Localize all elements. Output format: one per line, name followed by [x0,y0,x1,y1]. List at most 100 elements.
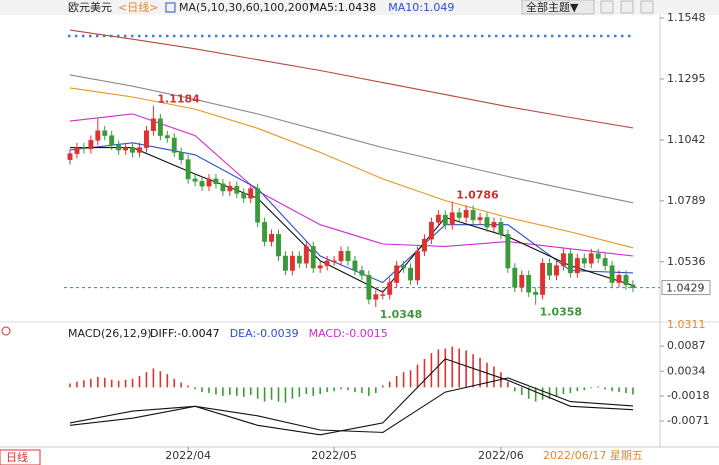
candle-body [269,234,275,242]
low-annotation: 1.0348 [380,308,422,321]
candle-body [373,294,379,300]
cursor-date: 2022/06/17 星期五 [543,449,643,462]
candle-body [567,253,573,274]
candle-body [137,147,142,153]
candle-body [199,181,205,187]
candle-body [248,188,254,199]
candle-body [88,140,94,150]
tool-button[interactable] [640,0,654,14]
candle-body [255,188,261,223]
y-tick-label: 1.0536 [667,255,706,268]
candle-body [185,159,191,180]
ma-legend: MA10:1.049 [388,1,454,14]
y-tick-label: 1.1548 [667,11,706,24]
candle-body [484,217,490,228]
period-label[interactable]: <日线> [118,0,158,14]
candle-body [581,258,587,264]
y-tick-label: 1.1295 [667,72,706,85]
candle-body [123,147,129,151]
candle-body [130,147,136,153]
high-annotation: 1.0786 [456,189,499,202]
high-annotation: 1.1184 [157,93,200,106]
y-tick-label: 1.1042 [667,133,706,146]
macd-line [69,358,634,436]
candle-body [276,234,281,257]
y-tick-label: 0.0087 [667,339,706,352]
candle-body [526,275,532,293]
ma-line [70,147,634,293]
ma-line [69,113,634,257]
candle-body [192,178,198,182]
candle-body [234,185,240,194]
period-tab[interactable] [0,449,41,465]
candle-body [533,291,539,295]
theme-button[interactable] [521,0,595,15]
indicator-icon[interactable] [165,2,176,13]
x-tick-label: 2022/06 [478,449,524,462]
candle-body [331,260,337,263]
chart-title: 欧元美元 [68,1,112,14]
candle-body [463,209,469,218]
candle-body [540,262,546,295]
candle-body [595,253,601,259]
candle-body [574,258,580,274]
candle-body [352,260,358,271]
tool-button[interactable] [620,0,634,14]
candle-body [477,217,483,221]
panel-icon[interactable] [1,326,11,336]
candle-body [157,118,163,136]
macd-legend: DEA:-0.0039 [230,327,299,340]
y-tick-label: -0.0071 [667,414,709,427]
candle-body [74,147,80,154]
candle-body [262,222,268,242]
y-tick-label: -0.0018 [667,389,709,402]
ma-line [69,142,634,284]
x-tick-label: 2022/04 [165,449,211,462]
candle-body [171,137,177,153]
candle-body [415,250,420,281]
candle-body [289,255,295,271]
candle-body [470,209,476,221]
candle-body [227,185,233,192]
ma-line [69,74,634,204]
candle-body [623,275,629,286]
y-min-label: 1.0311 [667,318,706,331]
candle-body [345,250,351,262]
candle-body [310,246,316,269]
candle-body [324,260,330,266]
candle-body [408,267,414,281]
ma-legend: MA5:1.0438 [310,1,376,14]
candle-body [95,130,101,141]
candle-body [109,135,115,146]
indicator-label: MA(5,10,30,60,100,200) [179,1,313,14]
candle-body [67,153,73,160]
candle-body [588,253,594,264]
candle-body [220,183,226,192]
candle-body [296,255,302,264]
candle-body [303,246,309,264]
candle-body [206,178,212,187]
tool-button[interactable] [600,0,614,14]
x-tick-label: 2022/05 [311,449,357,462]
candle-body [512,267,518,288]
candle-body [401,265,407,269]
candle-body [519,275,525,288]
theme-button-label[interactable]: 全部主题▼ [526,0,579,14]
candle-body [317,265,323,269]
candle-body [283,255,288,271]
candle-body [213,178,219,184]
candle-body [456,212,462,218]
candle-body [144,130,149,148]
candle-body [498,222,504,235]
candle-body [616,275,622,283]
candle-body [338,250,344,262]
candle-body [387,282,393,295]
ma-line [69,29,634,129]
last-price-box [661,280,711,296]
candle-body [359,270,365,276]
candle-body [449,212,455,225]
period-tab-label[interactable]: 日线 [6,450,28,464]
candle-body [394,265,400,283]
